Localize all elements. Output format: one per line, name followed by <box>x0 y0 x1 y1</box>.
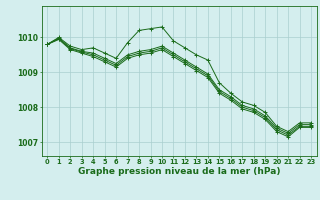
X-axis label: Graphe pression niveau de la mer (hPa): Graphe pression niveau de la mer (hPa) <box>78 167 280 176</box>
